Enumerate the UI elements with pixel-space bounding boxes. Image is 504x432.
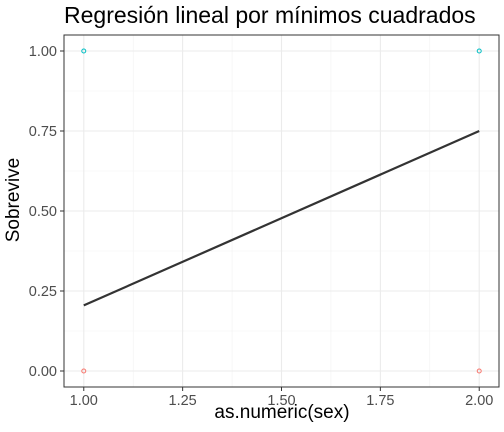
x-tick-label: 2.00 (465, 393, 493, 409)
data-point (81, 48, 87, 54)
y-tick-label: 0.25 (29, 284, 57, 300)
x-tick-label: 1.00 (70, 393, 98, 409)
x-tick-label: 1.50 (267, 393, 295, 409)
y-tick-label: 0.50 (29, 204, 57, 220)
data-point (476, 48, 482, 54)
regression-line (83, 129, 480, 307)
chart-title: Regresión lineal por mínimos cuadrados (64, 2, 476, 28)
x-axis-label: as.numeric(sex) (214, 402, 350, 423)
data-point (81, 368, 87, 374)
x-tick-label: 1.25 (169, 393, 197, 409)
data-point (476, 368, 482, 374)
y-tick-label: 1.00 (29, 44, 57, 60)
x-tick-label: 1.75 (366, 393, 394, 409)
y-tick-label: 0.75 (29, 124, 57, 140)
y-tick-label: 0.00 (29, 364, 57, 380)
